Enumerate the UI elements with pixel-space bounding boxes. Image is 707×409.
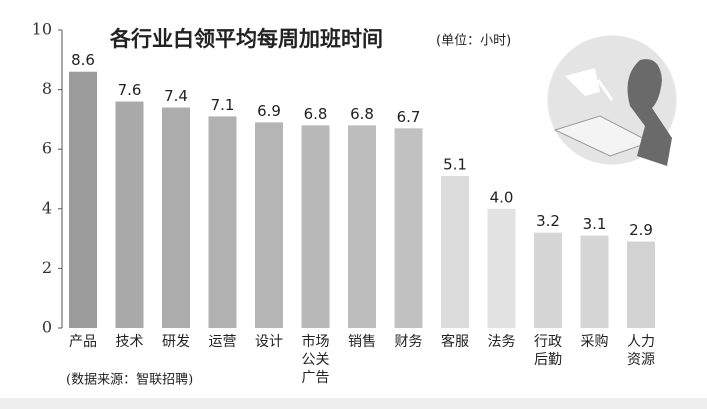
bar — [115, 101, 144, 329]
y-tick-label: 8 — [42, 79, 52, 98]
x-tick-label: 采购 — [581, 334, 609, 350]
value-label: 8.6 — [71, 51, 95, 69]
source-note: (数据来源：智联招聘) — [66, 373, 193, 388]
x-tick-label: 客服 — [441, 333, 469, 350]
x-tick-label: 财务 — [395, 334, 423, 350]
bar — [394, 128, 423, 328]
x-tick-label: 法务 — [488, 334, 516, 350]
bottom-strip — [0, 398, 707, 409]
bar — [162, 107, 190, 328]
value-label: 6.8 — [350, 105, 374, 123]
bar — [255, 122, 283, 328]
chart-title: 各行业白领平均每周加班时间 — [109, 27, 383, 51]
x-tick-label: 运营 — [209, 334, 237, 350]
x-tick-label: 研发 — [162, 334, 190, 350]
x-tick-label: 设计 — [255, 334, 283, 350]
bar — [627, 241, 655, 328]
x-tick-label: 市场公关广告 — [302, 333, 330, 386]
y-tick-label: 2 — [42, 258, 52, 277]
bar — [534, 232, 562, 328]
bar — [487, 208, 516, 328]
illustration — [544, 32, 680, 168]
bar — [69, 71, 97, 328]
x-tick-label: 行政后勤 — [534, 334, 562, 368]
y-tick-label: 10 — [32, 20, 52, 39]
value-label: 6.9 — [257, 102, 281, 120]
y-tick-label: 4 — [42, 198, 52, 217]
x-tick-label: 技术 — [116, 334, 144, 350]
bar — [441, 176, 469, 328]
value-label: 7.6 — [118, 81, 142, 99]
x-tick-label: 产品 — [69, 334, 97, 350]
value-label: 3.2 — [536, 212, 560, 230]
y-tick-label: 0 — [42, 318, 52, 337]
value-label: 2.9 — [629, 221, 653, 239]
value-label: 4.0 — [490, 188, 514, 206]
bar — [301, 125, 330, 328]
chart-subtitle: (单位：小时) — [436, 34, 511, 49]
bar — [580, 235, 609, 328]
y-tick-label: 6 — [42, 139, 52, 158]
x-tick-label: 销售 — [348, 334, 376, 350]
bar — [208, 116, 237, 328]
value-label: 6.8 — [304, 105, 328, 123]
value-label: 6.7 — [397, 108, 421, 126]
x-tick-label: 人力资源 — [627, 334, 655, 368]
value-label: 7.1 — [211, 96, 235, 114]
bar — [348, 125, 376, 328]
value-label: 5.1 — [443, 156, 467, 174]
value-label: 7.4 — [164, 87, 188, 105]
value-label: 3.1 — [583, 215, 607, 233]
